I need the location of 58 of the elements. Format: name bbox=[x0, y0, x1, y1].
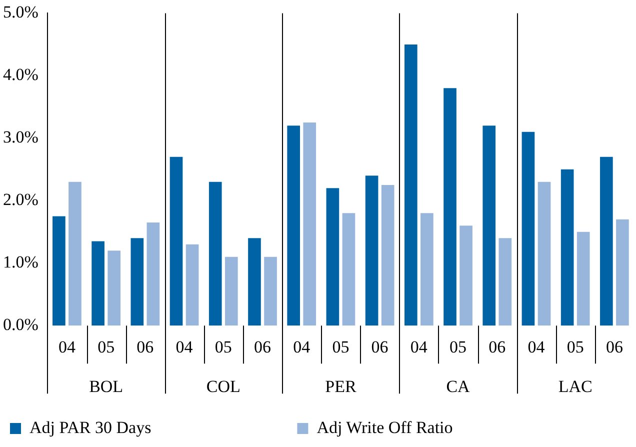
x-tick-label: 06 bbox=[606, 337, 623, 356]
bar bbox=[498, 238, 512, 326]
bar bbox=[522, 132, 535, 326]
y-tick-label: 0.0% bbox=[2, 315, 38, 334]
x-tick-label: 04 bbox=[176, 337, 194, 356]
bar bbox=[170, 156, 183, 326]
y-tick-label: 5.0% bbox=[2, 2, 38, 22]
bar bbox=[576, 232, 590, 326]
x-tick-label: 06 bbox=[254, 337, 271, 356]
y-tick-label: 2.0% bbox=[2, 190, 38, 210]
x-tick-label: 05 bbox=[566, 337, 584, 356]
bar bbox=[326, 188, 340, 326]
bar bbox=[560, 169, 574, 326]
bar bbox=[146, 222, 160, 326]
bar bbox=[444, 88, 456, 326]
text: LAC bbox=[558, 377, 592, 396]
x-tick-label: 04 bbox=[58, 337, 76, 356]
bar bbox=[92, 241, 104, 326]
bar bbox=[342, 213, 356, 326]
bar bbox=[303, 122, 316, 326]
legend-label: Adj PAR 30 Days bbox=[30, 418, 288, 437]
bar bbox=[248, 238, 261, 326]
bar bbox=[264, 256, 277, 326]
x-tick-label: 06 bbox=[488, 337, 506, 356]
bar bbox=[130, 238, 144, 326]
x-tick-label: 04 bbox=[410, 337, 428, 356]
bar bbox=[365, 176, 378, 326]
legend-label: Adj Write Off Ratio bbox=[316, 418, 589, 437]
bar bbox=[108, 250, 120, 326]
x-tick-label: 05 bbox=[214, 337, 232, 356]
y-tick-label: 4.0% bbox=[2, 65, 38, 84]
text: COL bbox=[206, 377, 240, 396]
y-tick-label: 3.0% bbox=[2, 128, 38, 147]
bar bbox=[186, 244, 199, 326]
bar bbox=[616, 219, 629, 326]
bar bbox=[381, 185, 394, 326]
bar bbox=[538, 182, 551, 326]
bar bbox=[208, 182, 222, 326]
x-tick-label: 05 bbox=[450, 337, 467, 356]
bar bbox=[287, 126, 300, 326]
bar bbox=[420, 213, 434, 326]
x-tick-label: 05 bbox=[332, 337, 350, 356]
bar bbox=[482, 126, 496, 326]
x-tick-label: 04 bbox=[528, 337, 546, 356]
x-tick-label: 05 bbox=[98, 337, 115, 356]
bar bbox=[600, 156, 613, 326]
bar bbox=[52, 216, 66, 326]
x-tick-label: 06 bbox=[371, 337, 388, 356]
y-tick-label: 1.0% bbox=[2, 252, 38, 272]
bar bbox=[404, 44, 418, 326]
bar bbox=[68, 182, 82, 326]
bar bbox=[460, 226, 472, 326]
text: BOL bbox=[89, 377, 124, 396]
bar bbox=[224, 256, 238, 326]
x-tick-label: 04 bbox=[293, 337, 311, 356]
x-tick-label: 06 bbox=[136, 337, 154, 356]
text: CA bbox=[446, 377, 471, 396]
text: PER bbox=[325, 377, 357, 396]
